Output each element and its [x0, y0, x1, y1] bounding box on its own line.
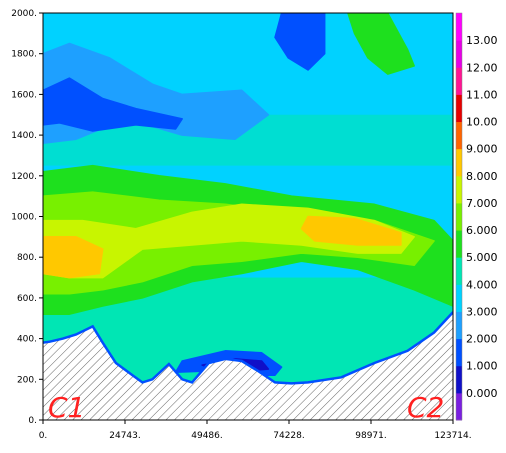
colorbar-label: 11.00	[466, 88, 498, 101]
colorbar-swatch	[456, 94, 462, 123]
colorbar-label: 0.000	[466, 387, 498, 400]
y-tick-label: 600.	[17, 294, 37, 304]
colorbar-swatch	[456, 338, 462, 367]
colorbar-label: 4.000	[466, 278, 498, 291]
colorbar-swatch	[456, 257, 462, 285]
plot-area	[43, 13, 453, 420]
colorbar-swatch	[456, 284, 462, 312]
y-tick-label: 2000.	[11, 9, 37, 19]
x-tick-label: 74228.	[273, 431, 305, 441]
colorbar-swatch	[456, 230, 462, 258]
x-tick-label: 98971.	[355, 431, 387, 441]
section-end-label: C2	[407, 391, 444, 424]
colorbar: 0.000 1.000 2.000 3.000 4.000 5.000 6.000 7.000…	[455, 12, 498, 421]
section-start-label: C1	[48, 391, 85, 424]
colorbar-label: 9.000	[466, 143, 498, 156]
y-tick-label: 1000.	[11, 213, 37, 223]
colorbar-label: 5.000	[466, 251, 498, 264]
colorbar-swatch	[456, 40, 462, 68]
y-tick-label: 1800.	[11, 50, 37, 60]
contour-region-1	[43, 77, 183, 132]
x-tick-label: 0.	[39, 431, 48, 441]
y-tick-label: 0.	[28, 416, 37, 426]
contour-region-6	[43, 236, 104, 279]
y-tick-label: 400.	[17, 335, 37, 345]
y-tick-label: 200.	[17, 375, 37, 385]
colorbar-swatch	[456, 67, 462, 95]
axes: 0. 24743. 49486. 74228. 98971. 123714. 0. 200. 4…	[11, 9, 471, 441]
colorbar-swatch	[456, 148, 462, 177]
x-tick-label: 123714.	[434, 431, 471, 441]
terrain-outline	[43, 311, 453, 385]
x-tick-label: 49486.	[191, 431, 223, 441]
colorbar-label: 8.000	[466, 170, 498, 183]
colorbar-frame	[455, 12, 463, 421]
y-tick-label: 1400.	[11, 131, 37, 141]
contour-region-9	[274, 13, 326, 71]
x-tick-label: 24743.	[109, 431, 141, 441]
colorbar-label: 6.000	[466, 224, 498, 237]
colorbar-swatch	[456, 365, 462, 394]
contour-region-5	[300, 215, 402, 246]
colorbar-label: 1.000	[466, 360, 498, 373]
colorbar-swatch	[456, 392, 462, 421]
colorbar-label: 3.000	[466, 305, 498, 318]
colorbar-label: 13.00	[466, 34, 498, 47]
colorbar-label: 7.000	[466, 197, 498, 210]
y-tick-label: 1600.	[11, 90, 37, 100]
contour-region-8	[347, 13, 415, 75]
y-tick-label: 800.	[17, 253, 37, 263]
colorbar-swatch	[456, 202, 462, 231]
y-tick-label: 1200.	[11, 172, 37, 182]
colorbar-swatch	[456, 121, 462, 150]
colorbar-label: 12.00	[466, 61, 498, 74]
colorbar-label: 10.00	[466, 116, 498, 129]
colorbar-swatch	[456, 175, 462, 204]
colorbar-label: 2.000	[466, 333, 498, 346]
colorbar-swatch	[456, 311, 462, 340]
colorbar-swatch	[456, 13, 462, 41]
